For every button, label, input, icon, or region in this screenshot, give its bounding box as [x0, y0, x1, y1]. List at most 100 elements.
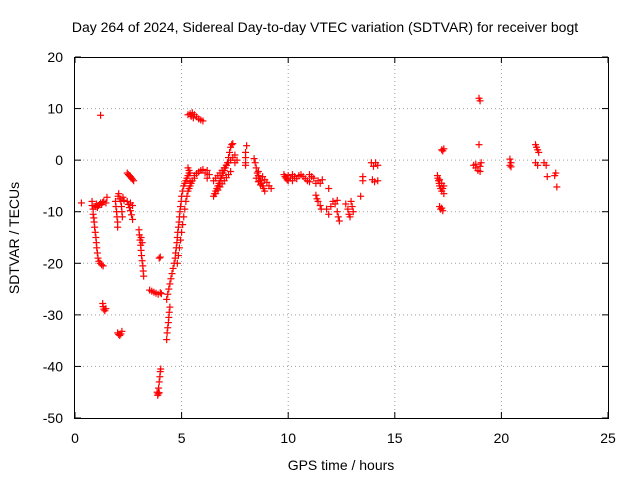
data-point [156, 289, 164, 297]
data-point [129, 202, 137, 210]
data-point [476, 167, 484, 175]
data-point [348, 203, 356, 211]
plot-frame [74, 57, 609, 419]
data-point [156, 253, 164, 261]
data-point [228, 141, 236, 149]
data-point [344, 205, 352, 213]
data-point [180, 213, 188, 221]
data-point [312, 191, 320, 199]
data-point [439, 207, 447, 215]
data-point [178, 228, 186, 236]
y-tick-label: 20 [47, 49, 63, 65]
data-point [88, 202, 96, 210]
data-point [250, 155, 258, 163]
data-point [323, 205, 331, 213]
data-point [331, 200, 339, 208]
data-point [89, 210, 97, 218]
data-point [506, 161, 514, 169]
data-point [203, 166, 211, 174]
data-point [164, 324, 172, 332]
data-point [166, 280, 174, 288]
data-point [316, 202, 324, 210]
data-point [140, 272, 148, 280]
data-point [129, 175, 137, 183]
data-point [327, 203, 335, 211]
data-point [472, 160, 480, 168]
grid-lines [75, 57, 608, 418]
data-point [137, 234, 145, 241]
data-point [476, 97, 484, 105]
data-point [120, 196, 128, 204]
data-point [138, 239, 146, 247]
data-point [155, 378, 163, 386]
data-point [252, 164, 260, 172]
data-point [349, 208, 357, 216]
data-point [242, 148, 250, 156]
data-point [126, 207, 134, 215]
x-tick-label: 25 [600, 430, 616, 446]
data-point [507, 163, 515, 171]
y-tick-label: -20 [43, 255, 63, 271]
data-point [227, 167, 235, 175]
data-point [179, 221, 187, 229]
data-point [318, 176, 326, 184]
data-point [325, 185, 333, 193]
data-point [475, 141, 483, 149]
data-point [310, 174, 318, 182]
data-point [116, 331, 124, 339]
data-point [436, 176, 444, 184]
y-tick-label: 10 [47, 101, 63, 117]
data-point [93, 249, 101, 257]
data-point [288, 171, 296, 179]
data-point [283, 176, 291, 184]
data-point [205, 171, 213, 179]
data-point [91, 223, 99, 231]
data-point [102, 199, 110, 207]
data-point [174, 252, 182, 260]
data-point [334, 213, 342, 221]
data-point [127, 211, 135, 219]
data-point [164, 290, 172, 298]
data-point [168, 270, 176, 278]
data-point [553, 183, 561, 191]
data-point [242, 161, 250, 169]
data-point [203, 174, 211, 182]
data-point [99, 262, 107, 270]
data-point [552, 169, 560, 177]
data-point [267, 185, 275, 193]
data-point [166, 303, 174, 311]
data-point [93, 244, 101, 252]
data-point [252, 174, 260, 182]
data-point [261, 187, 269, 195]
x-tick-label: 5 [178, 430, 186, 446]
data-point [130, 177, 138, 185]
data-point [155, 254, 163, 262]
data-point [176, 208, 184, 216]
y-axis-label: SDTVAR / TECUs [6, 182, 22, 294]
data-point [374, 161, 382, 169]
data-point [98, 261, 106, 269]
data-point [542, 161, 550, 169]
data-point [226, 148, 234, 156]
x-axis-label: GPS time / hours [288, 457, 395, 473]
data-point [369, 162, 377, 170]
data-point [543, 173, 551, 181]
data-point [314, 197, 322, 205]
data-point [438, 179, 446, 187]
data-point [177, 203, 185, 211]
data-point [288, 177, 296, 185]
data-point [138, 252, 146, 260]
data-point [119, 193, 127, 201]
data-point [177, 236, 185, 244]
data-point [91, 228, 99, 236]
data-point [118, 213, 126, 221]
y-tick-label: -30 [43, 307, 63, 323]
data-point [115, 190, 123, 198]
data-point [477, 159, 485, 167]
data-point [342, 200, 350, 208]
data-point [231, 151, 239, 159]
data-point [229, 140, 237, 148]
data-point [94, 254, 102, 262]
